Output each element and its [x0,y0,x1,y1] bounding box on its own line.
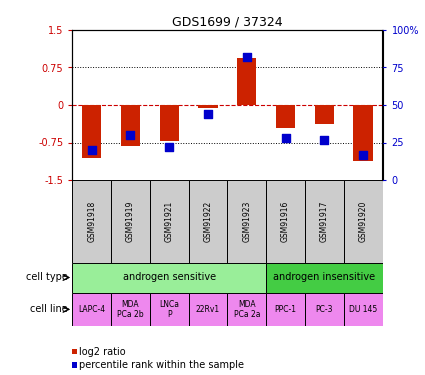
Bar [276,105,295,128]
Text: GSM91919: GSM91919 [126,201,135,242]
Bar [227,180,266,262]
Point [360,152,366,157]
Text: LNCa
P: LNCa P [159,300,179,319]
Point [244,54,250,60]
Bar [72,262,266,292]
Text: GSM91923: GSM91923 [242,201,251,242]
Text: MDA
PCa 2b: MDA PCa 2b [117,300,144,319]
Text: androgen sensitive: androgen sensitive [123,273,216,282]
Text: GSM91918: GSM91918 [87,201,96,242]
Text: GSM91916: GSM91916 [281,201,290,242]
Text: percentile rank within the sample: percentile rank within the sample [79,360,244,370]
Bar [72,180,111,262]
Text: log2 ratio: log2 ratio [79,347,126,357]
Bar [266,292,305,326]
Bar [198,105,218,108]
Text: PPC-1: PPC-1 [275,305,297,314]
Text: GSM91920: GSM91920 [359,201,368,242]
Bar [227,292,266,326]
Bar [344,180,383,262]
Text: androgen insensitive: androgen insensitive [273,273,375,282]
Point [321,136,328,142]
Bar [354,105,373,161]
Bar [150,292,189,326]
Bar [150,180,189,262]
Text: DU 145: DU 145 [349,305,377,314]
Point [282,135,289,141]
Point [127,132,134,138]
Bar [305,180,344,262]
Bar [121,105,140,146]
Point [166,144,173,150]
Bar [111,292,150,326]
Point [88,147,95,153]
Bar [314,105,334,123]
Bar [266,262,382,292]
Bar [237,58,256,105]
Text: cell line: cell line [30,304,68,314]
Text: PC-3: PC-3 [316,305,333,314]
Text: LAPC-4: LAPC-4 [78,305,105,314]
Text: cell type: cell type [26,273,68,282]
Text: MDA
PCa 2a: MDA PCa 2a [233,300,260,319]
Text: GSM91921: GSM91921 [165,201,174,242]
Bar [266,180,305,262]
Bar [189,292,227,326]
Text: GSM91917: GSM91917 [320,201,329,242]
Bar [159,105,179,141]
Bar [72,292,111,326]
Title: GDS1699 / 37324: GDS1699 / 37324 [172,16,283,29]
Bar [189,180,227,262]
Point [204,111,211,117]
Text: 22Rv1: 22Rv1 [196,305,220,314]
Bar [344,292,383,326]
Text: GSM91922: GSM91922 [204,201,212,242]
Bar [111,180,150,262]
Bar [305,292,344,326]
Bar [82,105,101,158]
